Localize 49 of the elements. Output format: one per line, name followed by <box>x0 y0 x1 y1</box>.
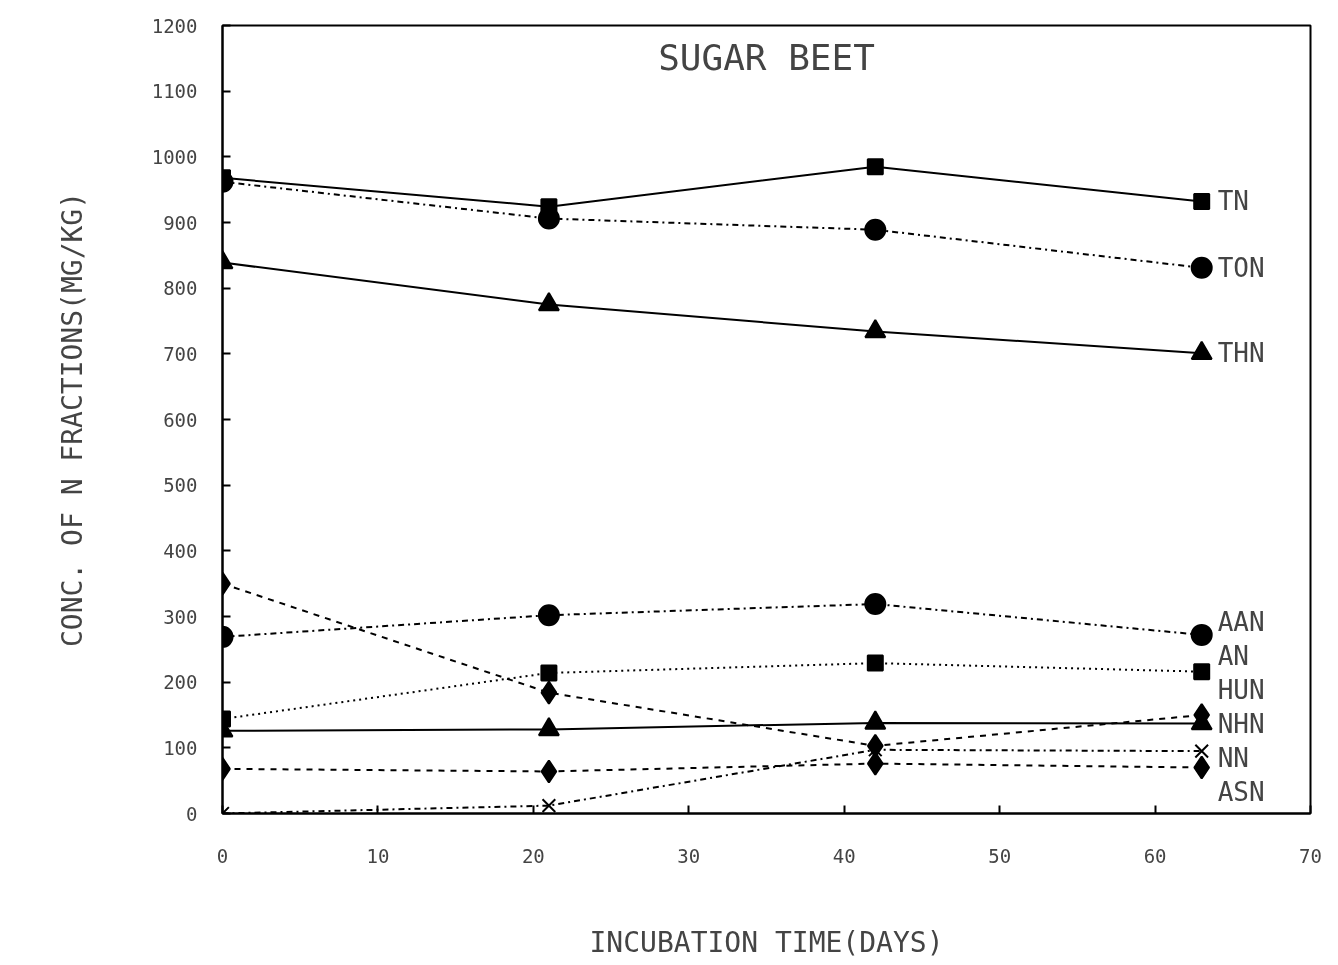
series-label: HUN <box>1217 674 1265 705</box>
y-tick-label: 1100 <box>151 80 198 103</box>
point <box>1193 663 1211 681</box>
y-tick-label: 1000 <box>151 145 198 168</box>
point <box>540 680 558 705</box>
y-tick-label: 900 <box>163 211 198 234</box>
x-tick-label: 0 <box>216 844 229 867</box>
point <box>866 751 884 776</box>
point <box>1193 755 1211 780</box>
point <box>537 604 560 627</box>
y-tick-label: 400 <box>163 539 198 562</box>
point <box>1190 256 1213 279</box>
series-label: TON <box>1217 252 1265 283</box>
x-tick-label: 20 <box>521 844 545 867</box>
series-label: AAN <box>1217 606 1265 637</box>
x-axis-title: INCUBATION TIME(DAYS) <box>589 925 944 959</box>
point <box>540 759 558 784</box>
x-tick-label: 50 <box>988 844 1012 867</box>
x-tick-label: 40 <box>832 844 856 867</box>
y-tick-label: 100 <box>163 736 198 759</box>
series-label: ASN <box>1217 776 1265 807</box>
y-tick-label: 500 <box>163 474 198 497</box>
y-tick-label: 200 <box>163 671 198 694</box>
series-label: THN <box>1217 338 1265 369</box>
y-tick-label: 300 <box>163 605 198 628</box>
point <box>541 798 557 813</box>
chart-title: SUGAR BEET <box>658 36 875 78</box>
series-label: TN <box>1217 186 1250 217</box>
series-label: NN <box>1217 742 1250 773</box>
y-tick-label: 700 <box>163 342 198 365</box>
y-tick-label: 800 <box>163 277 198 300</box>
series-label: AN <box>1217 640 1250 671</box>
point <box>1194 743 1210 759</box>
point <box>864 593 887 615</box>
y-tick-label: 1200 <box>151 14 198 37</box>
x-tick-label: 70 <box>1299 844 1322 867</box>
x-tick-label: 30 <box>677 844 701 867</box>
point <box>540 664 558 682</box>
x-tick-label: 60 <box>1143 844 1167 867</box>
y-axis-title: CONC. OF N FRACTIONS(MG/KG) <box>55 191 89 648</box>
point <box>1193 192 1211 210</box>
point <box>864 218 887 241</box>
y-tick-label: 0 <box>186 802 198 825</box>
y-tick-label: 600 <box>163 408 198 431</box>
x-tick-label: 10 <box>366 844 390 867</box>
point <box>866 158 884 176</box>
point <box>866 654 884 672</box>
series-label: NHN <box>1217 708 1265 739</box>
point <box>1190 623 1213 646</box>
